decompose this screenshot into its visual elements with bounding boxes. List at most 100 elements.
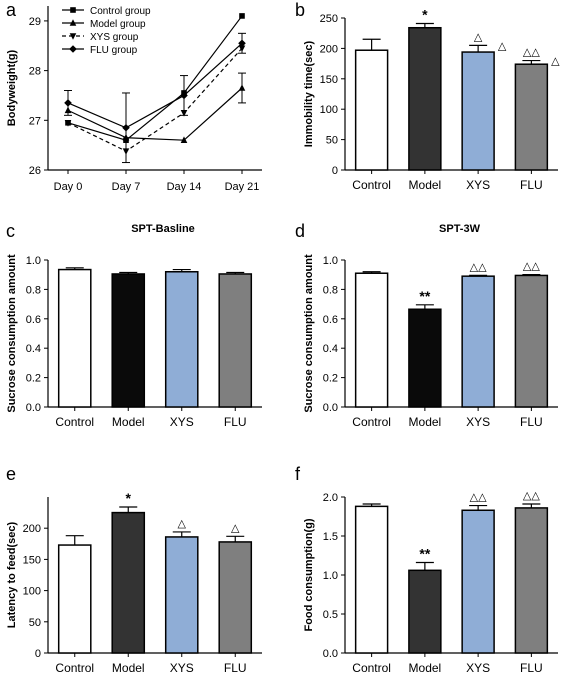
bar [354, 272, 389, 408]
significance-marker: △ [231, 522, 240, 534]
bar [514, 274, 549, 408]
x-tick-label: FLU [520, 178, 543, 192]
y-tick-label: 0.0 [26, 402, 41, 414]
y-tick-label: 0.6 [26, 314, 41, 326]
x-tick-label: Model [112, 415, 145, 429]
x-tick-label: Control [352, 178, 391, 192]
bar [111, 273, 146, 408]
x-tick-label: Model [409, 178, 442, 192]
data-point [239, 13, 245, 19]
significance-marker: ** [419, 546, 430, 562]
data-point [238, 84, 246, 91]
x-tick-label: Day 14 [167, 181, 202, 193]
y-tick-label: 28 [29, 66, 41, 78]
y-axis-label: Food consumption(g) [303, 518, 315, 631]
x-tick-label: Control [352, 661, 391, 675]
bar [354, 505, 389, 654]
bar [218, 273, 253, 408]
series-line [67, 42, 243, 129]
y-tick-label: 200 [320, 43, 338, 55]
panel-letter: f [295, 464, 301, 484]
panel-d: d 0.0 0.2 0.4 0.6 0.8 1.0 Sucrose consumption a… [295, 221, 558, 429]
legend-marker [69, 33, 77, 40]
significance-marker: △△ [470, 492, 487, 504]
y-tick-label: 0.2 [26, 373, 41, 385]
y-tick-label: 100 [320, 104, 338, 116]
significance-marker: * [422, 6, 428, 22]
y-tick-label: 150 [23, 554, 41, 566]
x-tick-label: XYS [466, 661, 490, 675]
x-tick-label: Model [112, 661, 145, 675]
legend-marker [69, 19, 77, 26]
y-tick-label: 250 [320, 13, 338, 25]
y-tick-label: 29 [29, 16, 41, 28]
bar [514, 63, 549, 171]
bar [164, 271, 199, 408]
y-axis-label: Sucrose consumption amount [6, 254, 18, 413]
y-tick-label: 200 [23, 523, 41, 535]
y-tick-label: 0.4 [26, 343, 41, 355]
significance-marker: ** [419, 288, 430, 304]
panel-c: c 0.0 0.2 0.4 0.6 0.8 1.0 Sucrose consumption a… [6, 221, 262, 429]
series-line [67, 47, 243, 152]
series-line [67, 15, 243, 141]
significance-marker-side: △ [551, 56, 560, 68]
x-tick-label: Model [409, 415, 442, 429]
significance-marker: △△ [523, 47, 540, 59]
y-tick-label: 150 [320, 74, 338, 86]
panel-letter: c [6, 221, 15, 241]
significance-marker: △△ [523, 490, 540, 502]
x-tick-label: Day 0 [54, 181, 83, 193]
significance-marker-side: △ [498, 40, 507, 52]
bar [164, 536, 199, 654]
data-point [180, 136, 188, 143]
data-point [238, 39, 246, 48]
y-axis-label: Bodyweight(g) [6, 49, 18, 126]
y-tick-label: 100 [23, 586, 41, 598]
y-tick-label: 0.0 [323, 402, 338, 414]
x-tick-label: Day 21 [225, 181, 260, 193]
bar [408, 569, 442, 654]
legend-label: Model group [90, 19, 146, 30]
bar [408, 308, 442, 408]
bar [57, 268, 92, 408]
significance-marker: △ [178, 518, 187, 530]
legend-marker [69, 45, 77, 53]
chart-title: SPT-3W [439, 223, 481, 235]
y-tick-label: 0.2 [323, 373, 338, 385]
y-tick-label: 0.8 [26, 284, 41, 296]
panel-letter: a [6, 0, 17, 20]
x-tick-label: FLU [520, 415, 543, 429]
x-tick-label: Control [352, 415, 391, 429]
data-point [64, 119, 72, 127]
y-tick-label: 1.0 [323, 570, 338, 582]
x-tick-label: XYS [170, 415, 194, 429]
x-tick-label: Control [55, 415, 94, 429]
x-tick-label: Model [409, 661, 442, 675]
panel-b: b 0 50 100 150 200 250 Immobility time(sec) Cont… [295, 0, 560, 192]
x-tick-label: FLU [224, 661, 247, 675]
y-tick-label: 0.8 [323, 284, 338, 296]
significance-marker: △△ [523, 261, 540, 273]
x-tick-label: XYS [170, 661, 194, 675]
bar [111, 511, 146, 654]
series-line [67, 87, 243, 141]
bar [461, 509, 495, 654]
panel-e: e 0 50 100 150 200 Latency to feed(sec) Control… [6, 464, 262, 675]
significance-marker: △ [474, 31, 483, 43]
data-point [122, 123, 130, 132]
x-tick-label: Day 7 [112, 181, 141, 193]
panel-f: f 0.0 0.5 1.0 1.5 2.0 Food consumption(g) Contr… [295, 464, 558, 675]
y-tick-label: 27 [29, 115, 41, 127]
legend-label: Control group [90, 6, 151, 17]
y-tick-label: 1.0 [323, 255, 338, 267]
bar [408, 26, 442, 171]
bar [354, 49, 389, 171]
significance-marker: △△ [470, 261, 487, 273]
panel-letter: e [6, 464, 16, 484]
data-point [64, 99, 72, 107]
y-tick-label: 50 [29, 617, 41, 629]
chart-title: SPT-Basline [131, 223, 195, 235]
y-tick-label: 0.5 [323, 609, 338, 621]
